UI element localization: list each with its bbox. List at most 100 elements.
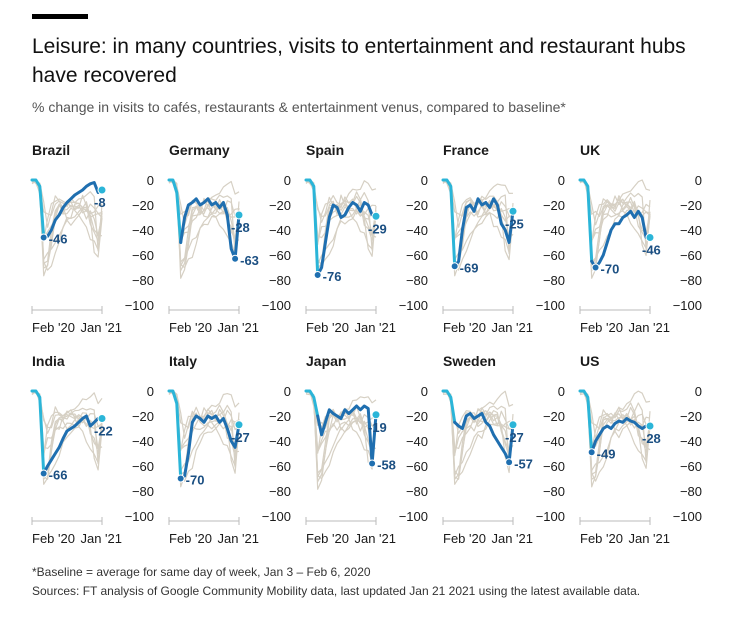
last-point xyxy=(97,414,107,423)
min-data-label: -63 xyxy=(240,253,259,268)
series-line-early xyxy=(578,389,594,454)
x-tick-label: Feb '20 xyxy=(32,320,75,335)
last-point xyxy=(97,185,107,195)
y-tick-label: −100 xyxy=(399,509,428,524)
y-tick-label: −100 xyxy=(125,298,154,313)
y-tick-label: −40 xyxy=(406,434,428,449)
y-tick-label: −60 xyxy=(269,248,291,263)
y-tick-label: −100 xyxy=(536,298,565,313)
panel-country-label: France xyxy=(443,142,489,158)
series-line-early xyxy=(30,178,46,239)
y-tick-label: −100 xyxy=(536,509,565,524)
y-tick-label: −40 xyxy=(680,434,702,449)
y-tick-label: −60 xyxy=(680,459,702,474)
y-tick-label: −60 xyxy=(406,248,428,263)
y-tick-label: −20 xyxy=(543,198,565,213)
series-line-early xyxy=(304,389,320,418)
last-data-label: -28 xyxy=(642,431,661,446)
min-data-label: -66 xyxy=(49,468,68,483)
y-tick-label: −80 xyxy=(132,273,154,288)
context-line xyxy=(579,391,651,463)
panel-brazil: Brazil -46 -8 0 −20 −40 −60 −80 −100 Feb '20 Jan '… xyxy=(30,142,154,335)
min-data-label: -70 xyxy=(601,262,620,277)
context-line xyxy=(168,391,240,450)
last-data-label: -8 xyxy=(94,195,106,210)
x-tick-label: Feb '20 xyxy=(580,531,623,546)
chart-title: Leisure: in many countries, visits to en… xyxy=(32,35,686,87)
last-data-label: -19 xyxy=(368,420,387,435)
context-line xyxy=(443,390,514,480)
y-tick-label: −60 xyxy=(406,459,428,474)
panel-france: France -69 -25 0 −20 −40 −60 −80 −100 Feb '20 Jan … xyxy=(441,142,565,335)
y-tick-label: 0 xyxy=(284,173,291,188)
context-line xyxy=(169,390,240,467)
series-line xyxy=(179,414,241,480)
series-line-early xyxy=(167,178,183,244)
y-tick-label: −100 xyxy=(262,509,291,524)
y-tick-label: −60 xyxy=(132,248,154,263)
y-tick-label: −60 xyxy=(543,459,565,474)
y-tick-label: −80 xyxy=(269,273,291,288)
context-line xyxy=(305,390,377,453)
last-data-label: -29 xyxy=(368,221,387,236)
y-tick-label: 0 xyxy=(421,173,428,188)
baseline-note: *Baseline = average for same day of week… xyxy=(32,565,371,579)
y-tick-label: −80 xyxy=(406,273,428,288)
x-tick-label: Jan '21 xyxy=(80,320,122,335)
panel-italy: Italy -70 -27 0 −20 −40 −60 −80 −100 Feb '20 Jan '… xyxy=(167,353,291,546)
series-line-early xyxy=(30,389,46,475)
context-line xyxy=(443,179,514,255)
header-rule xyxy=(32,14,88,19)
context-line xyxy=(442,390,514,455)
y-tick-label: −40 xyxy=(132,434,154,449)
last-point xyxy=(371,211,381,221)
y-tick-label: −40 xyxy=(406,223,428,238)
y-tick-label: 0 xyxy=(421,384,428,399)
context-line xyxy=(168,391,240,488)
y-tick-label: −100 xyxy=(673,509,702,524)
context-line xyxy=(31,390,103,485)
x-tick-label: Feb '20 xyxy=(169,320,212,335)
panel-country-label: Brazil xyxy=(32,142,70,158)
y-tick-label: −60 xyxy=(132,459,154,474)
y-tick-label: −40 xyxy=(680,223,702,238)
x-tick-label: Jan '21 xyxy=(354,531,396,546)
panel-uk: UK -70 -46 0 −20 −40 −60 −80 −100 Feb '20 Jan '21 xyxy=(578,142,702,335)
last-point xyxy=(508,420,518,430)
min-point xyxy=(39,233,48,242)
y-tick-label: −80 xyxy=(680,273,702,288)
context-line xyxy=(442,390,514,485)
y-tick-label: −20 xyxy=(269,409,291,424)
context-line xyxy=(580,179,651,279)
series-line xyxy=(179,197,241,261)
series-line xyxy=(453,412,515,464)
context-line xyxy=(168,179,240,279)
series-line xyxy=(42,181,104,239)
last-point xyxy=(508,206,518,216)
y-tick-label: 0 xyxy=(695,173,702,188)
series-line xyxy=(316,404,378,465)
panel-country-label: Sweden xyxy=(443,353,496,369)
min-data-label: -58 xyxy=(377,458,396,473)
series-line-early xyxy=(167,389,183,480)
context-line xyxy=(579,179,651,251)
y-tick-label: −60 xyxy=(680,248,702,263)
min-point xyxy=(176,474,185,483)
last-data-label: -28 xyxy=(231,220,250,235)
y-tick-label: −80 xyxy=(543,484,565,499)
panel-spain: Spain -76 -29 0 −20 −40 −60 −80 −100 Feb '20 Jan '… xyxy=(304,142,428,335)
y-tick-label: −20 xyxy=(132,409,154,424)
y-tick-label: −100 xyxy=(125,509,154,524)
x-tick-label: Jan '21 xyxy=(491,531,533,546)
y-tick-label: −20 xyxy=(132,198,154,213)
series-line-early xyxy=(441,178,457,268)
last-point xyxy=(234,210,244,220)
min-point xyxy=(231,254,240,263)
y-tick-label: −20 xyxy=(269,198,291,213)
y-tick-label: −80 xyxy=(543,273,565,288)
chart-subtitle: % change in visits to cafés, restaurants… xyxy=(32,99,566,115)
last-point xyxy=(645,421,655,431)
panel-country-label: US xyxy=(580,353,599,369)
y-tick-label: 0 xyxy=(284,384,291,399)
panel-us: US -49 -28 0 −20 −40 −60 −80 −100 Feb '20 Jan '21 xyxy=(578,353,702,546)
